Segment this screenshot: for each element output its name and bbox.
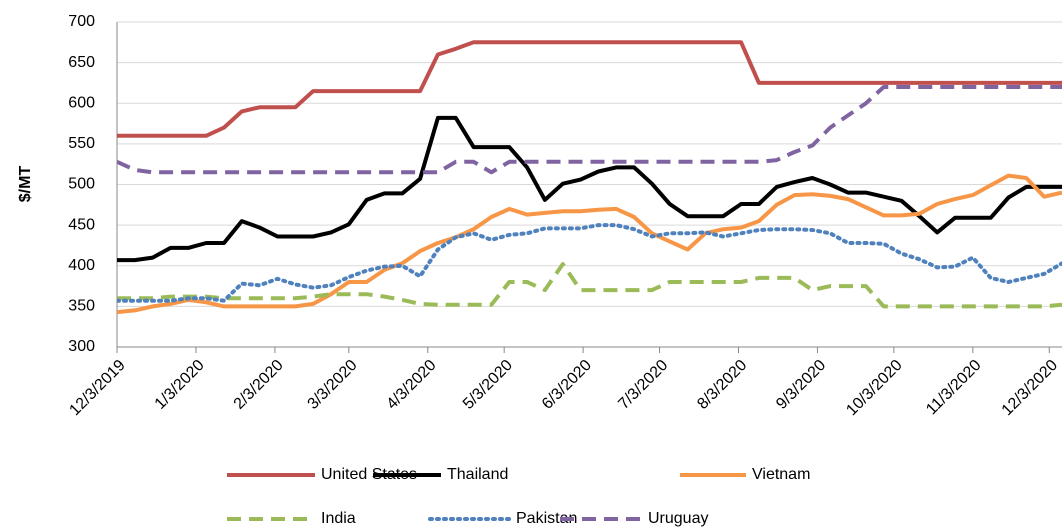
y-tick-label: 450 [68, 216, 95, 233]
legend-label: Uruguay [648, 510, 708, 527]
x-tick-label: 1/3/2020 [152, 357, 208, 413]
plot-lines [117, 40, 1062, 315]
x-tick-label: 6/3/2020 [539, 357, 595, 413]
y-axis-title: $/MT [17, 166, 34, 203]
y-tick-label: 500 [68, 176, 95, 193]
y-tick-label: 400 [68, 257, 95, 274]
x-tick-label: 2/3/2020 [231, 357, 287, 413]
x-tick-label: 12/3/2019 [66, 357, 128, 419]
x-tick-label: 3/3/2020 [305, 357, 361, 413]
series-line [117, 173, 1062, 315]
legend-label: India [321, 510, 356, 527]
y-tick-label: 650 [68, 54, 95, 71]
series-line [117, 115, 1062, 263]
y-tick-label: 600 [68, 94, 95, 111]
series-line [117, 85, 1062, 175]
series-line [117, 40, 1062, 138]
series-line [117, 262, 1062, 309]
x-tick-label: 4/3/2020 [384, 357, 440, 413]
x-tick-label: 9/3/2020 [773, 357, 829, 413]
y-tick-label: 300 [68, 338, 95, 355]
y-tick-label: 350 [68, 298, 95, 315]
x-tick-label: 11/3/2020 [923, 357, 985, 419]
series-line [117, 223, 1062, 303]
legend-label: Vietnam [752, 466, 810, 483]
x-tick-label: 5/3/2020 [460, 357, 516, 413]
y-tick-label: 700 [68, 13, 95, 30]
x-tick-label: 7/3/2020 [615, 357, 671, 413]
x-tick-label: 8/3/2020 [694, 357, 750, 413]
y-tick-label: 550 [68, 135, 95, 152]
legend-label: United States [321, 466, 417, 483]
legend-label: Pakistan [516, 510, 577, 527]
legend-label: Thailand [447, 466, 508, 483]
x-tick-label: 12/3/2020 [999, 357, 1061, 419]
x-tick-label: 10/3/2020 [843, 357, 905, 419]
